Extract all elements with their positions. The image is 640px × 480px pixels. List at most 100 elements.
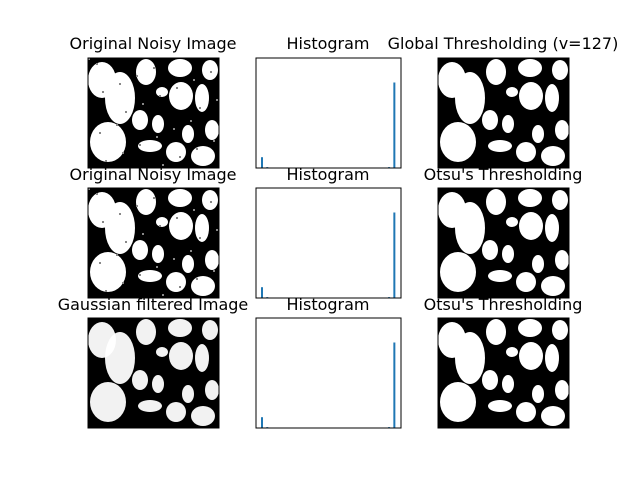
cell-blob [555,120,569,140]
cell-blob [455,332,485,384]
noise-speck [119,83,121,85]
noise-speck [116,124,118,126]
cell-blob [519,82,543,110]
histogram-bar [393,82,396,168]
cell-blob [195,214,209,242]
row1-threshold-panel [437,57,570,169]
cell-blob [516,142,536,162]
noise-speck [156,266,158,268]
cell-blob [440,252,476,292]
cell-blob [486,189,506,215]
cell-blob [486,319,506,345]
histogram-bar [261,157,263,168]
cell-blob [455,202,485,254]
cell-blob [152,375,164,393]
row2-threshold-title: Otsu's Thresholding [424,165,583,184]
noise-speck [88,58,90,60]
cell-blob [156,347,168,357]
cell-blob [195,84,209,112]
noise-speck [88,188,90,190]
cell-blob [152,245,164,263]
row-2: Original Noisy Image Histogram Otsu's Th… [70,165,583,299]
cell-blob [506,87,518,97]
noise-speck [173,258,175,260]
cell-blob [518,59,542,77]
noise-speck [190,250,192,252]
noise-speck [96,193,98,195]
cell-blob [166,402,186,422]
row2-hist-panel [255,187,402,299]
cell-blob [182,385,194,403]
noise-speck [196,278,198,280]
row3-threshold-panel [437,317,570,429]
cell-blob [440,382,476,422]
cell-blob [502,115,514,133]
cell-blob [105,332,135,384]
cell-blob [182,125,194,143]
noise-speck [196,148,198,150]
cell-blob [488,270,512,282]
row3-threshold-title: Otsu's Thresholding [424,295,583,314]
cell-blob [488,140,512,152]
cell-blob [502,245,514,263]
cell-blob [182,255,194,273]
noise-speck [142,103,144,105]
noise-speck [216,229,218,231]
noise-speck [199,237,201,239]
cell-blob [541,276,565,296]
histogram-bar [393,212,396,298]
noise-speck [199,107,201,109]
cell-blob [506,347,518,357]
cell-blob [138,140,162,152]
row3-hist-title: Histogram [287,295,370,314]
cell-blob [502,375,514,393]
noise-speck [142,233,144,235]
noise-speck [125,241,127,243]
noise-speck [213,270,215,272]
cell-blob [138,270,162,282]
cell-blob [541,146,565,166]
histogram-bar [393,342,396,428]
cell-blob [169,212,193,240]
histogram-frame [255,57,402,169]
noise-speck [159,225,161,227]
cell-blob [486,59,506,85]
noise-speck [96,63,98,65]
noise-speck [179,156,181,158]
noise-speck [116,254,118,256]
cell-blob [482,110,498,130]
image-frame [437,57,570,169]
histogram-background [256,318,401,428]
cell-blob [90,122,126,162]
row-3: Gaussian filtered Image Histogram Otsu's… [58,295,583,429]
cell-blob [506,217,518,227]
cell-blob [195,344,209,372]
histogram-bar [261,417,263,428]
row1-hist-title: Histogram [287,34,370,53]
row2-threshold-panel [437,187,570,299]
image-frame [437,317,570,429]
cell-blob [440,122,476,162]
noise-speck [173,128,175,130]
cell-blob [205,120,219,140]
cell-blob [552,320,568,340]
cell-blob [552,190,568,210]
cell-blob [202,320,218,340]
cell-blob [156,87,168,97]
noise-speck [190,120,192,122]
noise-speck [136,205,138,207]
cell-blob [205,250,219,270]
noise-speck [210,201,212,203]
cell-blob [488,400,512,412]
cell-blob [168,59,192,77]
image-frame [437,187,570,299]
cell-blob [555,380,569,400]
noise-speck [119,213,121,215]
noise-speck [179,286,181,288]
cell-blob [516,402,536,422]
cell-blob [169,82,193,110]
row1-image-panel [87,57,220,169]
noise-speck [105,160,107,162]
cell-blob [166,142,186,162]
